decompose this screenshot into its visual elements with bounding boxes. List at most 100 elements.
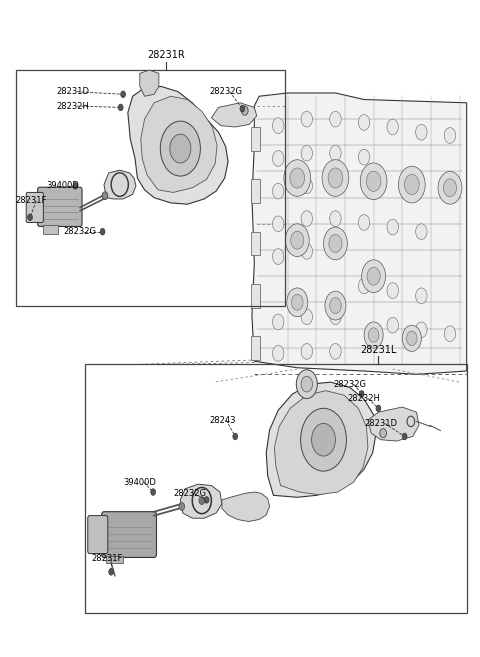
Circle shape bbox=[360, 163, 387, 200]
Circle shape bbox=[273, 150, 284, 166]
Circle shape bbox=[109, 568, 114, 575]
Polygon shape bbox=[211, 102, 257, 127]
Polygon shape bbox=[104, 170, 136, 199]
FancyBboxPatch shape bbox=[251, 284, 260, 307]
Text: 28232G: 28232G bbox=[63, 227, 96, 236]
Polygon shape bbox=[368, 407, 419, 441]
Circle shape bbox=[273, 346, 284, 361]
FancyBboxPatch shape bbox=[102, 512, 156, 558]
Circle shape bbox=[160, 121, 200, 176]
Circle shape bbox=[444, 179, 456, 197]
Circle shape bbox=[402, 433, 407, 440]
Circle shape bbox=[328, 168, 343, 188]
Circle shape bbox=[359, 215, 370, 231]
Circle shape bbox=[330, 211, 341, 227]
Circle shape bbox=[285, 224, 309, 256]
Circle shape bbox=[380, 428, 386, 438]
Circle shape bbox=[301, 211, 312, 227]
Circle shape bbox=[179, 503, 185, 510]
Circle shape bbox=[402, 325, 421, 351]
Text: 28232G: 28232G bbox=[173, 489, 206, 498]
Circle shape bbox=[204, 497, 209, 503]
Circle shape bbox=[102, 192, 108, 200]
Circle shape bbox=[387, 283, 398, 298]
Polygon shape bbox=[140, 70, 159, 97]
Circle shape bbox=[273, 216, 284, 232]
Circle shape bbox=[301, 111, 312, 127]
Circle shape bbox=[100, 229, 105, 235]
Text: 28232G: 28232G bbox=[333, 380, 366, 388]
Circle shape bbox=[359, 114, 370, 130]
Polygon shape bbox=[43, 225, 58, 234]
Text: 39400D: 39400D bbox=[123, 478, 156, 487]
FancyBboxPatch shape bbox=[251, 179, 260, 203]
Circle shape bbox=[290, 168, 305, 188]
Circle shape bbox=[120, 91, 125, 97]
Polygon shape bbox=[266, 382, 376, 497]
Circle shape bbox=[151, 489, 156, 495]
Text: 28232H: 28232H bbox=[348, 394, 380, 403]
Circle shape bbox=[301, 309, 312, 325]
Circle shape bbox=[416, 224, 427, 240]
Circle shape bbox=[407, 331, 417, 346]
Circle shape bbox=[233, 433, 238, 440]
Text: 28231F: 28231F bbox=[91, 555, 122, 563]
Circle shape bbox=[444, 127, 456, 143]
Circle shape bbox=[359, 278, 370, 294]
FancyBboxPatch shape bbox=[88, 516, 108, 554]
Polygon shape bbox=[128, 87, 228, 204]
Text: 39400D: 39400D bbox=[47, 181, 80, 191]
Circle shape bbox=[438, 171, 462, 204]
Circle shape bbox=[416, 322, 427, 338]
Polygon shape bbox=[141, 97, 217, 193]
Circle shape bbox=[301, 376, 312, 392]
Circle shape bbox=[330, 178, 341, 194]
Circle shape bbox=[301, 344, 312, 359]
Circle shape bbox=[322, 160, 349, 196]
Circle shape bbox=[301, 145, 312, 161]
Circle shape bbox=[287, 288, 308, 317]
Text: 28231L: 28231L bbox=[360, 345, 396, 355]
Circle shape bbox=[170, 134, 191, 163]
Circle shape bbox=[324, 227, 348, 260]
Polygon shape bbox=[275, 391, 368, 495]
Text: 28232H: 28232H bbox=[56, 102, 89, 110]
Circle shape bbox=[416, 124, 427, 140]
Circle shape bbox=[387, 219, 398, 235]
Text: 28243: 28243 bbox=[209, 416, 236, 424]
Circle shape bbox=[416, 288, 427, 304]
Circle shape bbox=[118, 104, 123, 110]
Circle shape bbox=[330, 145, 341, 161]
Circle shape bbox=[330, 298, 341, 313]
Circle shape bbox=[398, 166, 425, 203]
Circle shape bbox=[368, 328, 379, 342]
Polygon shape bbox=[107, 556, 123, 562]
FancyBboxPatch shape bbox=[251, 232, 260, 255]
Circle shape bbox=[300, 408, 347, 471]
Circle shape bbox=[273, 314, 284, 330]
Circle shape bbox=[291, 294, 303, 310]
Circle shape bbox=[199, 497, 204, 505]
FancyBboxPatch shape bbox=[251, 127, 260, 150]
Circle shape bbox=[387, 317, 398, 333]
Circle shape bbox=[273, 249, 284, 264]
Polygon shape bbox=[222, 492, 270, 522]
FancyBboxPatch shape bbox=[37, 187, 82, 227]
Circle shape bbox=[241, 106, 248, 115]
Text: 28232G: 28232G bbox=[209, 87, 242, 96]
Circle shape bbox=[28, 214, 33, 221]
FancyBboxPatch shape bbox=[26, 193, 43, 223]
Text: 28231D: 28231D bbox=[56, 87, 89, 96]
Circle shape bbox=[330, 111, 341, 127]
Circle shape bbox=[330, 309, 341, 325]
Circle shape bbox=[325, 291, 346, 320]
Circle shape bbox=[364, 322, 383, 348]
Circle shape bbox=[405, 175, 419, 194]
Circle shape bbox=[291, 231, 304, 249]
Circle shape bbox=[444, 326, 456, 342]
Circle shape bbox=[359, 149, 370, 165]
Circle shape bbox=[330, 344, 341, 359]
Polygon shape bbox=[180, 484, 222, 518]
Circle shape bbox=[301, 178, 312, 194]
Circle shape bbox=[273, 183, 284, 199]
